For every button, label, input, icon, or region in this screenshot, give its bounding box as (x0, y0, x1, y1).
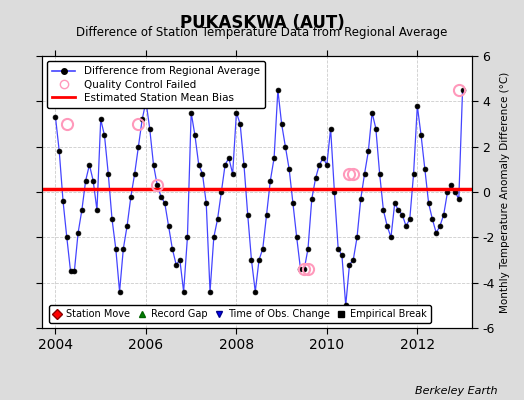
Text: PUKASKWA (AUT): PUKASKWA (AUT) (180, 14, 344, 32)
Text: Berkeley Earth: Berkeley Earth (416, 386, 498, 396)
Text: Difference of Station Temperature Data from Regional Average: Difference of Station Temperature Data f… (77, 26, 447, 39)
Y-axis label: Monthly Temperature Anomaly Difference (°C): Monthly Temperature Anomaly Difference (… (500, 71, 510, 313)
Legend: Station Move, Record Gap, Time of Obs. Change, Empirical Break: Station Move, Record Gap, Time of Obs. C… (49, 305, 431, 323)
